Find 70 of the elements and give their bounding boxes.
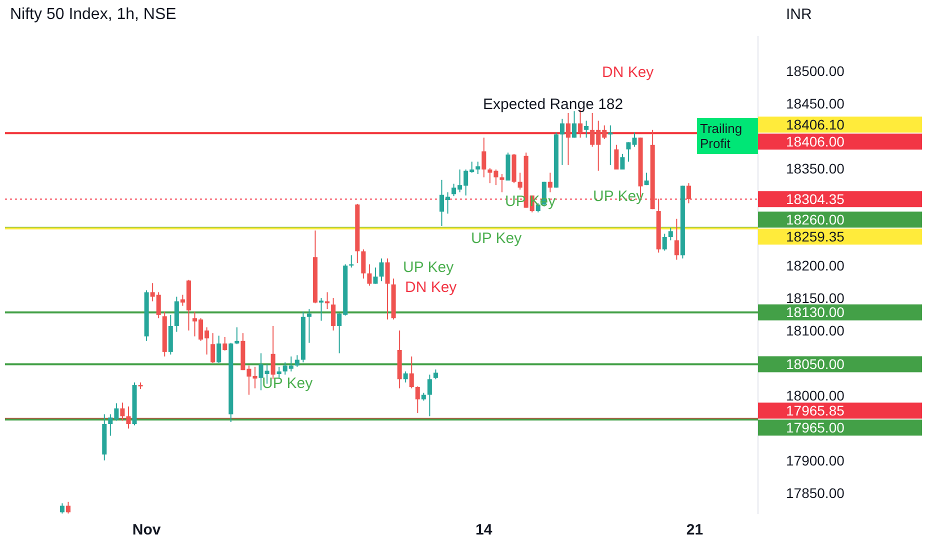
y-tick-label: 17900.00: [786, 452, 845, 469]
candlestick: [560, 118, 564, 166]
candlestick: [608, 124, 613, 166]
candlestick: [66, 501, 70, 514]
candlestick: [686, 182, 691, 204]
candlestick: [276, 366, 282, 378]
y-tick-label: 18200.00: [786, 258, 845, 274]
ref-line-label: 17965.00: [786, 420, 845, 436]
annotation: UP Key: [471, 230, 522, 248]
y-tick-label: 18000.00: [786, 388, 845, 404]
ref-line-label: 18259.35: [786, 228, 845, 244]
y-tick-label: 18500.00: [786, 62, 845, 79]
ref-line-label: 18050.00: [786, 356, 845, 372]
candlestick: [548, 172, 552, 193]
candlestick: [409, 356, 414, 389]
candlestick: [476, 161, 480, 175]
candlestick: [120, 402, 125, 422]
candlestick: [126, 406, 131, 430]
candlestick: [427, 374, 432, 417]
chart-title: Nifty 50 Index, 1h, NSE: [10, 6, 176, 24]
x-tick-label: Nov: [132, 522, 162, 539]
y-tick-label: 18100.00: [786, 322, 845, 339]
y-axis-title: INR: [786, 6, 812, 24]
annotation: Trailing Profit: [697, 118, 758, 154]
annotation: Expected Range 182: [483, 96, 624, 114]
candlestick: [500, 174, 504, 193]
candlestick: [674, 218, 679, 260]
candlestick: [572, 110, 577, 138]
ref-line-label: 18130.00: [786, 304, 845, 320]
candlestick: [379, 258, 384, 282]
candlestick: [318, 298, 324, 322]
candlestick: [373, 267, 378, 284]
annotation: UP Key: [593, 188, 644, 206]
x-tick-label: 14: [476, 522, 493, 539]
ref-line-label: 18260.00: [786, 212, 845, 228]
candlestick: [662, 233, 667, 252]
y-tick-label: 17850.00: [786, 484, 845, 501]
candlestick: [566, 112, 570, 166]
candlestick: [668, 227, 673, 241]
candlestick: [210, 332, 216, 364]
candlestick: [385, 258, 390, 320]
ref-line-label: 17965.85: [786, 402, 845, 419]
candlestick: [294, 354, 300, 368]
candlestick: [482, 137, 486, 178]
candlestick: [361, 248, 366, 280]
candlestick: [367, 264, 372, 286]
candlestick: [644, 172, 649, 186]
candlestick: [584, 120, 589, 138]
candlestick: [234, 326, 240, 345]
y-tick-label: 18450.00: [786, 95, 845, 112]
candlestick: [331, 298, 336, 332]
candlestick: [60, 502, 64, 514]
candlestick: [216, 335, 222, 364]
candlestick: [415, 386, 420, 414]
y-tick-label: 18150.00: [786, 290, 845, 306]
annotation: DN Key: [602, 64, 654, 82]
y-tick-label: 18350.00: [786, 160, 845, 176]
candlestick: [614, 144, 619, 170]
candlestick: [620, 153, 625, 170]
annotation: UP Key: [262, 375, 313, 393]
x-tick-label: 21: [686, 522, 704, 539]
ref-line-label: 18406.10: [786, 116, 845, 132]
candlestick: [403, 370, 408, 383]
candlestick: [306, 308, 312, 344]
candlestick: [222, 336, 228, 352]
candlestick: [433, 368, 438, 380]
ref-line-label: 18406.00: [786, 133, 845, 150]
annotation: DN Key: [405, 279, 457, 297]
annotation: UP Key: [403, 259, 454, 277]
ref-line-label: 18304.35: [786, 190, 845, 207]
